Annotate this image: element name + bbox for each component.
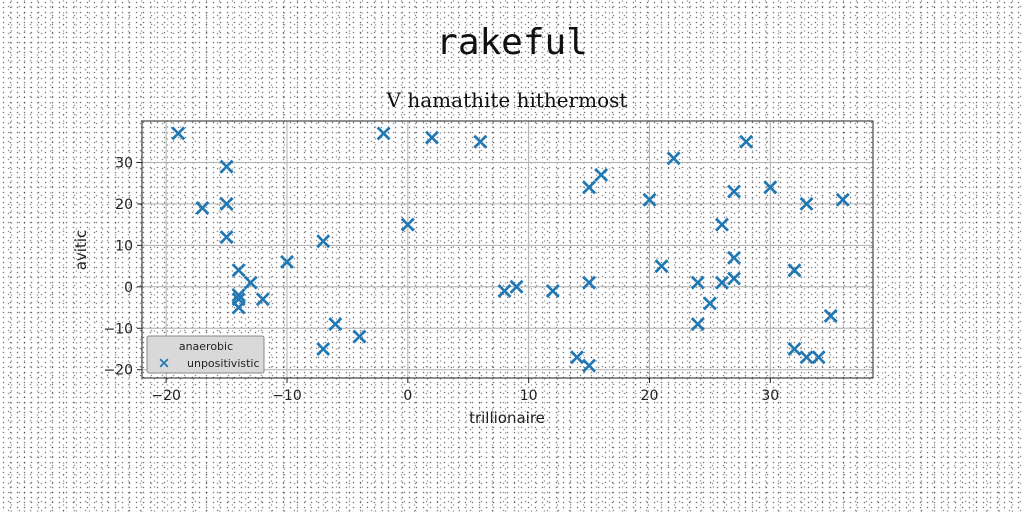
x-axis-label: trillionaire [469, 409, 545, 427]
figure-title: rakeful [436, 22, 588, 63]
data-point [594, 167, 609, 182]
data-point [823, 308, 838, 323]
data-point [787, 341, 802, 356]
data-point [787, 263, 802, 278]
data-point [231, 288, 246, 303]
data-point [255, 292, 270, 307]
legend-marker [159, 358, 169, 368]
x-tick-label: 10 [520, 388, 538, 404]
data-point [714, 275, 729, 290]
data-point [799, 350, 814, 365]
data-point [727, 271, 742, 286]
data-point [763, 180, 778, 195]
data-point [376, 126, 391, 141]
legend: anaerobic unpositivistic [146, 335, 265, 374]
data-point [582, 358, 597, 373]
data-point [316, 234, 331, 249]
y-axis-label: avitic [72, 230, 90, 271]
legend-title: anaerobic [179, 340, 233, 353]
y-tick-label: 0 [124, 280, 133, 296]
data-point [727, 184, 742, 199]
legend-box [146, 335, 265, 374]
y-tick-label: 20 [115, 197, 133, 213]
data-point [195, 201, 210, 216]
plot-frame [141, 120, 874, 379]
data-point [727, 250, 742, 265]
data-point [642, 192, 657, 207]
legend-entry: unpositivistic [187, 357, 260, 370]
data-point [219, 159, 234, 174]
chart-title: V hamathite hithermost [386, 88, 628, 112]
data-point [811, 350, 826, 365]
data-point [231, 300, 246, 315]
data-point [400, 217, 415, 232]
data-point [352, 329, 367, 344]
axis-ticks: −20 −10 0 10 20 30 −20 −10 0 10 20 30 [103, 155, 779, 404]
y-tick-label: 30 [115, 155, 133, 171]
data-point [582, 275, 597, 290]
data-point [835, 192, 850, 207]
data-point [739, 134, 754, 149]
data-point [243, 275, 258, 290]
data-point [666, 151, 681, 166]
data-point [497, 283, 512, 298]
data-point [569, 350, 584, 365]
data-points [171, 126, 850, 373]
x-tick-label: 0 [403, 388, 412, 404]
data-point [219, 230, 234, 245]
data-point [690, 317, 705, 332]
data-point [328, 317, 343, 332]
grid-lines [142, 121, 873, 378]
data-point [424, 130, 439, 145]
x-tick-label: 30 [761, 388, 779, 404]
data-point [316, 341, 331, 356]
data-point [171, 126, 186, 141]
data-point [545, 283, 560, 298]
y-tick-label: 10 [115, 238, 133, 254]
x-tick-label: −10 [272, 388, 302, 404]
y-tick-label: −10 [103, 321, 133, 337]
data-point [654, 259, 669, 274]
y-tick-label: −20 [103, 363, 133, 379]
data-point [279, 254, 294, 269]
x-tick-label: −20 [151, 388, 181, 404]
data-point [509, 279, 524, 294]
x-tick-label: 20 [641, 388, 659, 404]
data-point [690, 275, 705, 290]
data-point [582, 180, 597, 195]
data-point [714, 217, 729, 232]
data-point [219, 196, 234, 211]
data-point [702, 296, 717, 311]
data-point [799, 196, 814, 211]
legend-marker-icon [159, 358, 169, 368]
data-point [473, 134, 488, 149]
data-point [231, 263, 246, 278]
